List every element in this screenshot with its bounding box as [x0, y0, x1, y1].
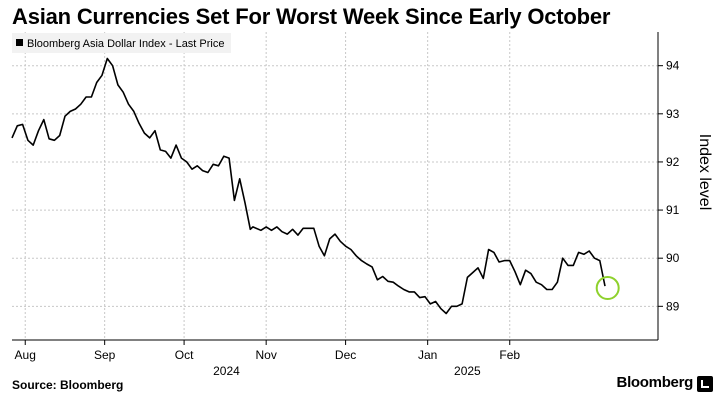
legend-swatch: [16, 39, 23, 46]
x-tick-label: Aug: [15, 348, 36, 362]
y-tick-label: 90: [666, 251, 680, 265]
x-tick-label: Feb: [499, 348, 520, 362]
source-note: Source: Bloomberg: [12, 378, 124, 392]
brand-logo: Bloomberg: [616, 374, 694, 391]
x-tick-label: Oct: [175, 348, 194, 362]
x-tick-label: Sep: [94, 348, 116, 362]
legend: Bloomberg Asia Dollar Index - Last Price: [12, 33, 231, 53]
y-tick-label: 94: [666, 59, 680, 73]
x-year-label: 2025: [454, 364, 481, 378]
legend-background: [12, 33, 231, 53]
y-tick-label: 89: [666, 299, 680, 313]
y-tick-label: 93: [666, 107, 680, 121]
y-tick-label: 91: [666, 203, 680, 217]
y-tick-label: 92: [666, 155, 680, 169]
x-tick-label: Dec: [335, 348, 356, 362]
axes: 89 90 91 92 93 94 Aug Sep Oct Nov Dec Jan Feb 2024 202…: [12, 32, 713, 378]
series: [11, 57, 620, 315]
legend-label: Bloomberg Asia Dollar Index - Last Price: [27, 38, 224, 50]
x-year-label: 2024: [213, 364, 240, 378]
chart-title: Asian Currencies Set For Worst Week Sinc…: [12, 4, 611, 29]
bloomberg-terminal-icon: [697, 376, 713, 392]
highlight-circle: [595, 276, 620, 301]
series-line: [11, 57, 606, 315]
y-axis-title: Index level: [696, 134, 713, 211]
x-tick-label: Jan: [418, 348, 437, 362]
x-tick-label: Nov: [255, 348, 276, 362]
grid-lines: [12, 32, 658, 340]
